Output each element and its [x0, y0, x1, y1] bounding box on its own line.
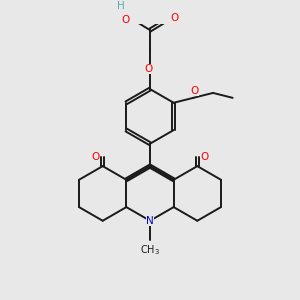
Text: N: N	[146, 216, 154, 226]
Text: H: H	[117, 1, 125, 11]
Text: O: O	[201, 152, 209, 162]
Text: O: O	[145, 64, 153, 74]
Text: O: O	[170, 14, 178, 23]
Text: O: O	[122, 15, 130, 25]
Text: CH$_3$: CH$_3$	[140, 243, 160, 257]
Text: O: O	[190, 86, 199, 96]
Text: O: O	[91, 152, 99, 162]
